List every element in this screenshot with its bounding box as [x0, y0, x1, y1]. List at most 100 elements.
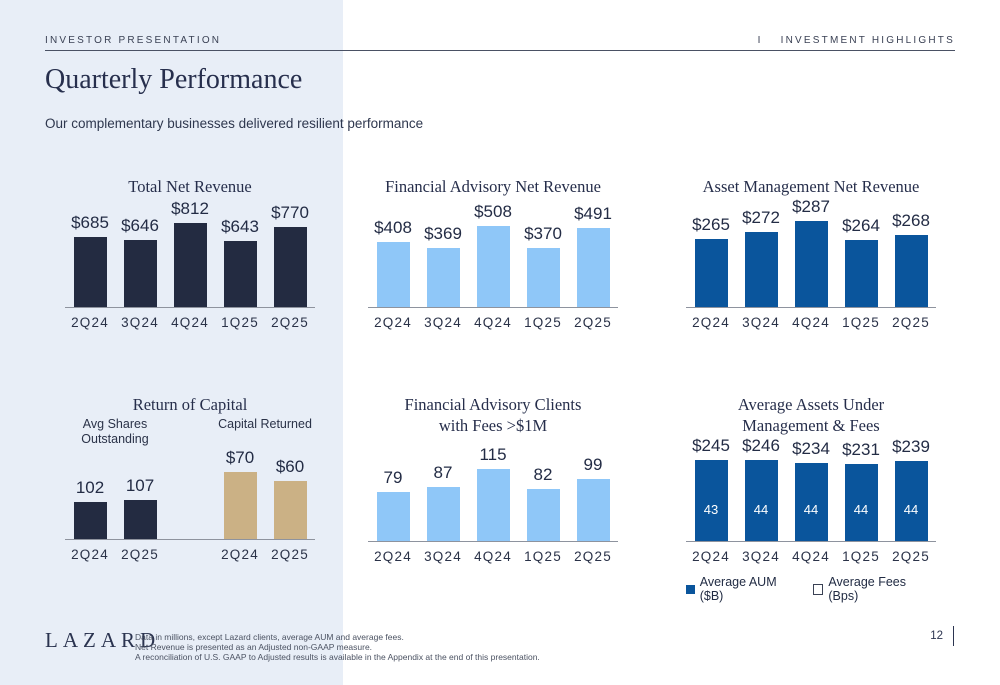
chart-title: Return of Capital	[65, 394, 315, 415]
bar-column: $812	[165, 197, 215, 307]
bar-column: $646	[115, 197, 165, 307]
header-rule	[45, 50, 955, 51]
value-label: 102	[75, 478, 105, 497]
legend-swatch-filled-icon	[686, 584, 695, 594]
bar	[576, 228, 610, 307]
chart-financial-advisory-net-revenue: Financial Advisory Net Revenue $408 $369 $5…	[368, 176, 618, 330]
chart-title-line: Return of Capital	[132, 395, 248, 414]
category-label: 2Q25	[121, 547, 159, 562]
bar: 43	[694, 460, 728, 541]
group-annotation: Capital Returned	[215, 417, 315, 432]
bar-column: $234 44	[786, 436, 836, 541]
chart-title-line: with Fees >$1M	[438, 416, 548, 435]
category-label: 2Q25	[271, 315, 309, 330]
bar	[526, 489, 560, 541]
bar	[794, 221, 828, 307]
bar: 44	[894, 461, 928, 541]
plot-area: $408 $369 $508 $370 $491	[368, 197, 618, 308]
value-label: $812	[171, 199, 209, 218]
value-label: $370	[524, 224, 562, 243]
value-label: 79	[383, 468, 403, 487]
chart-title-line: Financial Advisory Net Revenue	[385, 177, 601, 196]
value-label: $272	[742, 208, 780, 227]
category-label: 2Q24	[71, 547, 109, 562]
category-row: 2Q24 3Q24 4Q24 1Q25 2Q25	[686, 549, 936, 564]
bar-column: $408	[368, 197, 418, 307]
legend-label: Average Fees (Bps)	[828, 575, 906, 603]
footnote-line: A reconciliation of U.S. GAAP to Adjuste…	[135, 652, 540, 662]
bar-column: $508	[468, 197, 518, 307]
chart-title: Total Net Revenue	[65, 176, 315, 197]
bar-column: $370	[518, 197, 568, 307]
page-subtitle: Our complementary businesses delivered r…	[45, 116, 424, 131]
category-row: 2Q24 3Q24 4Q24 1Q25 2Q25	[368, 549, 618, 564]
value-label: 87	[433, 463, 453, 482]
plot-area: 102 107 $70 $60 Avg Shares Outstanding Capital…	[65, 415, 315, 540]
value-label: $491	[574, 204, 612, 223]
bar	[73, 502, 107, 539]
chart-title-line: Financial Advisory Clients	[404, 395, 582, 414]
bar-inner-value: 44	[853, 502, 869, 517]
value-label: 107	[125, 476, 155, 495]
lazard-logo: LAZARD	[45, 628, 161, 652]
bar: 44	[744, 460, 778, 541]
category-label: 3Q24	[742, 549, 780, 564]
value-label: $239	[892, 437, 930, 456]
bar-column: $70	[215, 415, 265, 539]
category-label: 4Q24	[474, 315, 512, 330]
category-label: 2Q24	[221, 547, 259, 562]
bar-column: 87	[418, 436, 468, 541]
chart-fa-clients-fees-over-1m: Financial Advisory Clients with Fees >$1M…	[368, 394, 618, 564]
chart-title: Asset Management Net Revenue	[686, 176, 936, 197]
value-label: $408	[374, 218, 412, 237]
bar	[273, 227, 307, 307]
category-label: 2Q25	[574, 549, 612, 564]
footnote-line: Net Revenue is presented as an Adjusted …	[135, 642, 373, 652]
section-title: INVESTMENT HIGHLIGHTS	[780, 35, 955, 46]
category-row: 2Q24 2Q25 2Q24 2Q25	[65, 547, 315, 562]
value-label: $265	[692, 215, 730, 234]
value-label: $643	[221, 217, 259, 236]
legend-item: Average Fees (Bps)	[812, 575, 936, 603]
bar	[476, 469, 510, 541]
bar-column: 79	[368, 436, 418, 541]
category-label: 2Q25	[892, 549, 930, 564]
category-row: 2Q24 3Q24 4Q24 1Q25 2Q25	[686, 315, 936, 330]
category-label: 1Q25	[221, 315, 259, 330]
bar-column: $245 43	[686, 436, 736, 541]
bar-column: 99	[568, 436, 618, 541]
bar	[223, 472, 257, 539]
bar	[844, 240, 878, 307]
legend-item: Average AUM ($B)	[686, 575, 801, 603]
chart-title: Average Assets Under Management & Fees	[686, 394, 936, 436]
header-left-label: INVESTOR PRESENTATION	[45, 35, 222, 46]
value-label: $245	[692, 436, 730, 455]
chart-title-line: Total Net Revenue	[128, 177, 252, 196]
page-number-separator	[953, 626, 954, 646]
bar-inner-value: 44	[803, 502, 819, 517]
legend-label: Average AUM ($B)	[699, 575, 777, 603]
bar	[376, 242, 410, 307]
chart-title-line: Average Assets Under	[737, 395, 885, 414]
bar-column: $239 44	[886, 436, 936, 541]
category-label: 4Q24	[792, 315, 830, 330]
bar	[376, 492, 410, 541]
category-label: 1Q25	[524, 315, 562, 330]
category-label: 2Q24	[374, 315, 412, 330]
bar	[894, 235, 928, 307]
bar	[173, 223, 207, 307]
value-label: $646	[121, 216, 159, 235]
footnote-line: Data in millions, except Lazard clients,…	[135, 632, 404, 642]
bar-column: $272	[736, 197, 786, 307]
bar	[223, 241, 257, 307]
page-title: Quarterly Performance	[45, 64, 303, 95]
page-number: 12	[930, 630, 943, 642]
category-label: 2Q24	[692, 549, 730, 564]
category-label	[165, 547, 215, 562]
category-label: 3Q24	[424, 549, 462, 564]
category-label: 3Q24	[742, 315, 780, 330]
bar	[526, 248, 560, 307]
bar	[576, 479, 610, 541]
plot-area: $265 $272 $287 $264 $268	[686, 197, 936, 308]
bar-inner-value: 44	[753, 502, 769, 517]
